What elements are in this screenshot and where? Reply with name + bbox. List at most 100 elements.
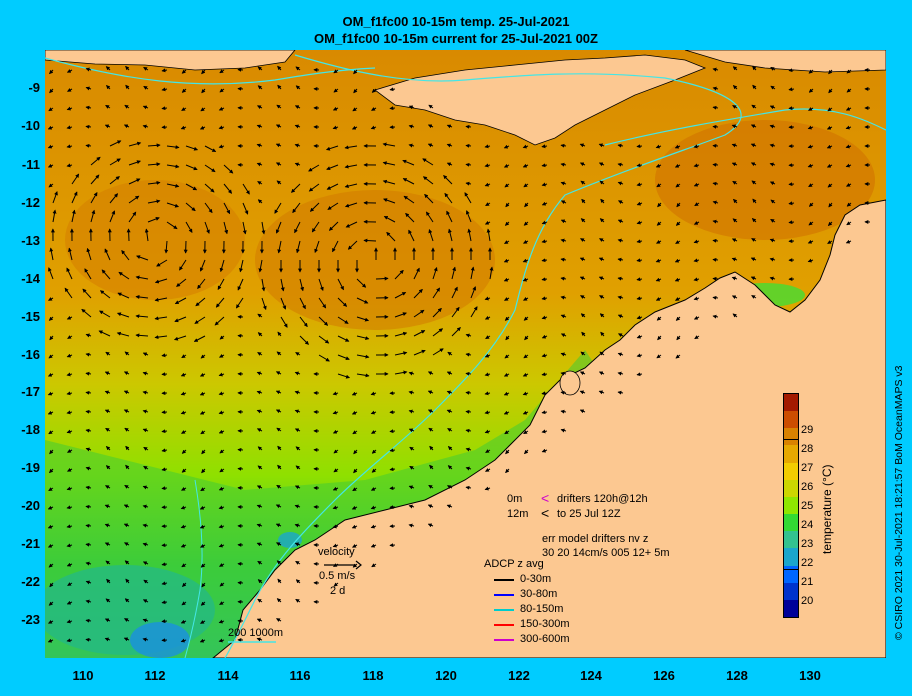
current-arrow [636, 201, 643, 206]
current-arrow [81, 308, 92, 318]
current-arrow [451, 306, 460, 318]
current-arrow [333, 88, 339, 93]
current-arrow [446, 143, 453, 148]
current-arrow [394, 269, 404, 280]
current-arrow [371, 107, 377, 111]
current-arrow [522, 163, 529, 168]
current-arrow [484, 429, 491, 434]
current-arrow [617, 295, 624, 300]
current-arrow [142, 409, 149, 414]
current-arrow [356, 335, 370, 340]
current-arrow [465, 390, 472, 395]
current-arrow [256, 542, 263, 547]
current-arrow [48, 316, 54, 321]
current-arrow [275, 124, 282, 129]
current-arrow [656, 183, 662, 188]
current-arrow [485, 335, 491, 340]
current-arrow [180, 638, 187, 643]
current-arrow [256, 618, 263, 623]
current-arrow [446, 504, 453, 509]
current-arrow [598, 257, 605, 262]
current-arrow [256, 428, 263, 432]
current-arrow [356, 373, 370, 378]
current-arrow [541, 410, 548, 415]
current-arrow [446, 124, 453, 129]
current-arrow [85, 124, 92, 129]
current-arrow [181, 468, 187, 473]
current-arrow [275, 504, 282, 509]
current-arrow [90, 209, 96, 223]
current-arrow [239, 259, 244, 273]
current-arrow [541, 429, 548, 434]
current-arrow [109, 176, 120, 185]
current-arrow [351, 524, 358, 529]
current-arrow [484, 182, 491, 187]
current-arrow [154, 278, 168, 284]
current-arrow [85, 390, 92, 395]
y-tick-label: -11 [21, 157, 40, 172]
current-arrow [579, 409, 586, 414]
current-arrow [275, 390, 282, 395]
current-arrow [242, 221, 247, 235]
current-arrow [47, 410, 54, 415]
current-arrow [142, 637, 149, 642]
current-arrow [135, 333, 149, 338]
current-arrow [135, 295, 149, 299]
y-tick-label: -12 [21, 195, 40, 210]
current-arrow [318, 278, 324, 292]
current-arrow [394, 370, 408, 375]
current-arrow [636, 296, 643, 301]
current-arrow [48, 430, 54, 435]
current-arrow [85, 466, 92, 471]
current-arrow [277, 464, 282, 470]
current-arrow [503, 277, 510, 282]
colorbar-segment [784, 496, 798, 516]
current-arrow [712, 276, 719, 281]
current-arrow [408, 428, 415, 433]
current-arrow [808, 107, 814, 111]
current-arrow [275, 409, 282, 414]
current-arrow [204, 221, 210, 234]
current-arrow [218, 486, 225, 491]
current-arrow [123, 124, 130, 129]
current-arrow [353, 69, 358, 75]
cold-patch-sw [130, 622, 190, 658]
current-arrow [618, 333, 624, 338]
current-arrow [636, 315, 643, 320]
current-arrow [579, 276, 586, 281]
current-arrow [181, 430, 187, 434]
current-arrow [427, 390, 434, 395]
current-arrow [617, 352, 624, 357]
current-arrow [408, 504, 415, 509]
current-arrow [161, 619, 168, 624]
current-arrow [541, 182, 548, 187]
current-arrow [181, 601, 187, 606]
current-arrow [143, 66, 149, 71]
current-arrow [712, 257, 719, 262]
current-arrow [422, 176, 434, 185]
current-arrow [427, 523, 434, 528]
current-arrow [66, 543, 73, 548]
current-arrow [47, 372, 54, 377]
current-arrow [104, 248, 111, 261]
current-arrow [560, 219, 567, 224]
current-arrow [675, 221, 681, 226]
current-arrow [105, 427, 111, 432]
current-arrow [161, 448, 168, 453]
current-arrow [105, 560, 111, 565]
current-arrow [560, 257, 567, 262]
colorbar-segment [784, 514, 798, 533]
current-arrow [48, 297, 54, 301]
current-arrow [66, 372, 73, 377]
current-arrow [161, 467, 168, 472]
current-arrow [846, 182, 852, 187]
current-arrow [256, 409, 263, 414]
current-arrow [276, 598, 282, 603]
current-arrow [353, 88, 358, 94]
adcp-label: 80-150m [520, 603, 564, 615]
current-arrow [351, 410, 358, 415]
current-arrow [413, 288, 423, 299]
x-tick-label: 116 [289, 668, 311, 683]
current-arrow [560, 238, 567, 243]
current-arrow [332, 486, 339, 491]
